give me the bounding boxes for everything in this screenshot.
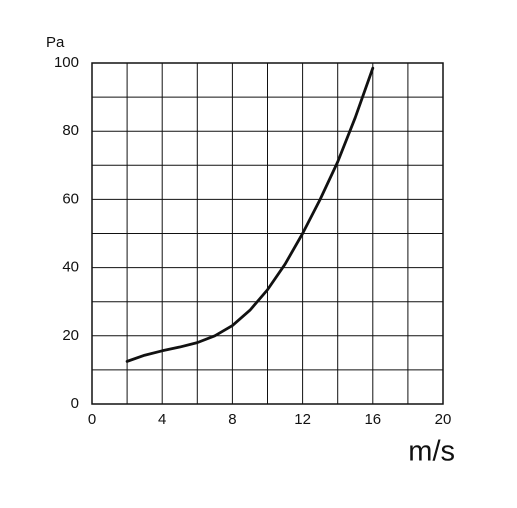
x-tick-label: 16 [364,411,381,428]
y-tick-label: 100 [54,54,79,71]
x-tick-label: 12 [294,411,311,428]
x-tick-label: 8 [228,411,236,428]
x-tick-label: 20 [435,411,452,428]
x-tick-label: 4 [158,411,166,428]
y-tick-label: 20 [62,327,79,344]
y-tick-label: 80 [62,122,79,139]
x-axis-label: m/s [408,436,455,468]
y-tick-label: 40 [62,259,79,276]
x-tick-label: 0 [88,411,96,428]
line [125,66,375,363]
plot-frame [91,62,444,405]
y-axis-label: Pa [46,34,65,51]
y-tick-label: 60 [62,190,79,207]
y-tick-label: 0 [71,395,79,412]
